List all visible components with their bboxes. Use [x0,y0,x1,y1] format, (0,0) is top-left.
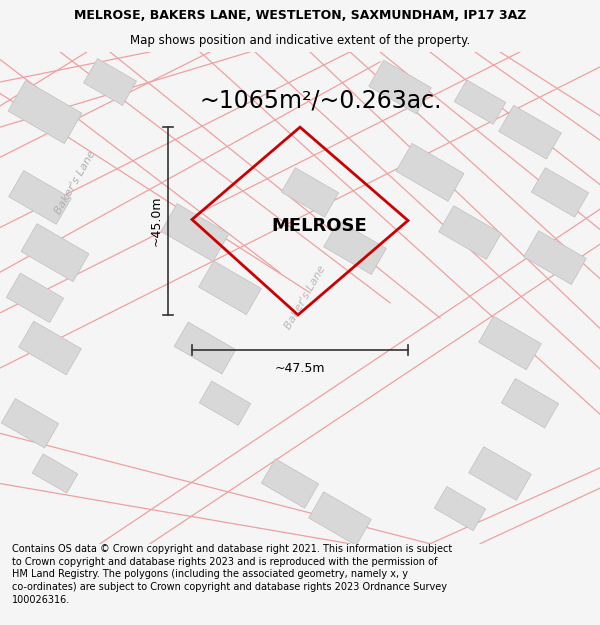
Polygon shape [83,59,136,106]
Polygon shape [434,486,486,531]
Polygon shape [323,221,386,274]
Polygon shape [8,171,71,224]
Polygon shape [524,231,586,284]
Text: MELROSE, BAKERS LANE, WESTLETON, SAXMUNDHAM, IP17 3AZ: MELROSE, BAKERS LANE, WESTLETON, SAXMUND… [74,9,526,22]
Text: Contains OS data © Crown copyright and database right 2021. This information is : Contains OS data © Crown copyright and d… [12,544,452,605]
Polygon shape [32,454,78,493]
Polygon shape [368,60,431,114]
Polygon shape [161,204,229,261]
Polygon shape [499,106,562,159]
Text: Map shows position and indicative extent of the property.: Map shows position and indicative extent… [130,34,470,47]
Polygon shape [439,206,502,259]
Polygon shape [479,316,541,370]
Polygon shape [199,381,251,426]
Text: Baker's Lane: Baker's Lane [53,149,97,216]
Text: ~1065m²/~0.263ac.: ~1065m²/~0.263ac. [200,88,443,112]
Polygon shape [174,322,236,374]
Polygon shape [308,492,371,546]
Polygon shape [262,459,319,508]
Polygon shape [469,447,532,501]
Polygon shape [21,224,89,282]
Text: ~47.5m: ~47.5m [275,362,325,374]
Polygon shape [1,399,59,448]
Polygon shape [7,273,64,322]
Text: ~45.0m: ~45.0m [149,196,163,246]
Polygon shape [532,168,589,217]
Polygon shape [502,379,559,428]
Polygon shape [396,143,464,201]
Polygon shape [199,261,262,314]
Text: Baker's Lane: Baker's Lane [283,264,327,331]
Polygon shape [19,321,82,375]
Text: MELROSE: MELROSE [272,216,367,234]
Polygon shape [8,81,82,144]
Polygon shape [281,168,338,217]
Polygon shape [454,80,506,124]
